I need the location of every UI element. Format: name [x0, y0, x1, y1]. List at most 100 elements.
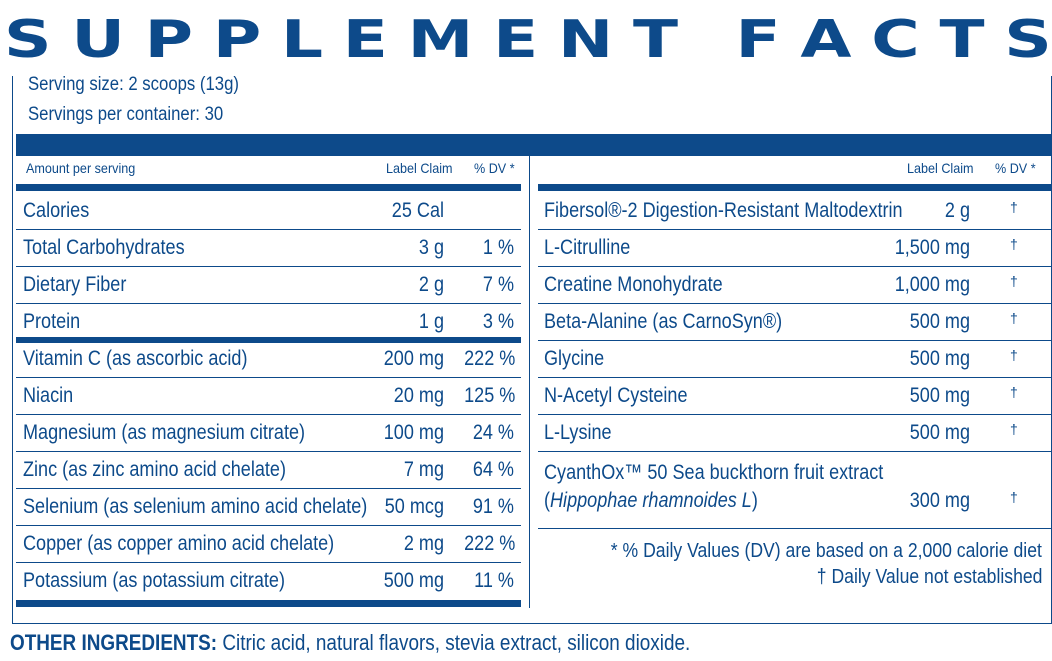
nutrient-name: Calories: [23, 199, 90, 222]
daily-value: †: [1010, 273, 1018, 289]
ingredient-name: N-Acetyl Cysteine: [544, 384, 688, 407]
other-ingredients: OTHER INGREDIENTS: Citric acid, natural …: [10, 630, 690, 656]
ingredient-name: Glycine: [544, 347, 605, 370]
row-rule: [16, 525, 521, 526]
daily-value: 125 %: [464, 384, 516, 407]
label-claim: 50 mcg: [384, 495, 444, 518]
nutrient-name: Total Carbohydrates: [23, 236, 185, 259]
label-claim: 7 mg: [403, 458, 444, 481]
header-bar: [16, 134, 1051, 156]
row-rule: [538, 414, 1051, 415]
cyanthox-name-line2: (Hippophae rhamnoides L): [544, 489, 758, 512]
nutrient-name: Selenium (as selenium amino acid chelate…: [23, 495, 368, 518]
table-row: Dietary Fiber 2 g 7 %: [16, 266, 521, 303]
table-row: Glycine 500 mg †: [538, 340, 1051, 377]
title-letter: A: [800, 9, 852, 70]
title-letter: F: [735, 9, 781, 70]
daily-value: †: [1010, 199, 1018, 215]
cyanthox-name-line1: CyanthOx™ 50 Sea buckthorn fruit extract: [544, 461, 884, 484]
daily-value: †: [1010, 347, 1018, 363]
table-row: Zinc (as zinc amino acid chelate) 7 mg 64 …: [16, 451, 521, 488]
ingredient-name: Fibersol®-2 Digestion-Resistant Maltodex…: [544, 199, 903, 222]
label-claim: 3 g: [418, 236, 444, 259]
row-rule: [538, 266, 1051, 267]
label-claim: 1,500 mg: [894, 236, 970, 259]
other-ingredients-label: OTHER INGREDIENTS:: [10, 630, 218, 655]
nutrient-name: Magnesium (as magnesium citrate): [23, 421, 306, 444]
daily-value: 222 %: [464, 347, 516, 370]
nutrient-name: Niacin: [23, 384, 74, 407]
title-letter: P: [212, 9, 262, 70]
table-row: Calories 25 Cal: [16, 192, 521, 229]
daily-value: 3 %: [482, 310, 514, 333]
daily-value: 222 %: [464, 532, 516, 555]
row-rule: [16, 451, 521, 452]
header-label-claim-right: Label Claim: [907, 160, 974, 176]
header-dv: % DV *: [474, 160, 515, 176]
label-claim: 500 mg: [909, 310, 970, 333]
title-letter: N: [557, 9, 614, 70]
cyanthox-dv: †: [1010, 489, 1018, 505]
column-divider: [529, 156, 530, 608]
nutrient-name: Copper (as copper amino acid chelate): [23, 532, 335, 555]
nutrient-name: Dietary Fiber: [23, 273, 127, 296]
daily-value: 1 %: [482, 236, 514, 259]
nutrient-name: Vitamin C (as ascorbic acid): [23, 347, 248, 370]
ingredient-name: L-Citrulline: [544, 236, 631, 259]
label-claim: 100 mg: [383, 421, 444, 444]
other-ingredients-text: Citric acid, natural flavors, stevia ext…: [217, 630, 691, 655]
label-claim: 20 mg: [393, 384, 444, 407]
label-claim: 200 mg: [383, 347, 444, 370]
label-claim: 1 g: [418, 310, 444, 333]
table-row: Magnesium (as magnesium citrate) 100 mg 24…: [16, 414, 521, 451]
title-letter: L: [280, 9, 324, 70]
title-letter: M: [407, 9, 474, 70]
table-row: Creatine Monohydrate 1,000 mg †: [538, 266, 1051, 303]
daily-value: 7 %: [482, 273, 514, 296]
header-dv-right: % DV *: [995, 160, 1036, 176]
row-rule: [16, 562, 521, 563]
right-header-rule: [538, 184, 1051, 191]
table-row: N-Acetyl Cysteine 500 mg †: [538, 377, 1051, 414]
title-letter: S: [4, 9, 52, 70]
title-letter: U: [71, 9, 125, 70]
daily-value: 24 %: [472, 421, 514, 444]
table-row: Vitamin C (as ascorbic acid) 200 mg 222 %: [16, 340, 521, 377]
row-rule: [16, 229, 521, 230]
daily-value: 11 %: [474, 569, 514, 592]
label-claim: 500 mg: [909, 347, 970, 370]
ingredient-name: Beta-Alanine (as CarnoSyn®): [544, 310, 783, 333]
nutrient-name: Zinc (as zinc amino acid chelate): [23, 458, 286, 481]
row-rule: [16, 303, 521, 304]
header-label-claim: Label Claim: [386, 160, 453, 176]
row-rule: [538, 528, 1051, 529]
table-row: Protein 1 g 3 %: [16, 303, 521, 340]
daily-value: 91 %: [472, 495, 514, 518]
left-bottom-rule: [16, 600, 521, 607]
cyanthox-claim: 300 mg: [909, 489, 970, 512]
servings-per-container: Servings per container: 30: [28, 104, 224, 125]
nutrient-name: Protein: [23, 310, 81, 333]
daily-value: †: [1010, 310, 1018, 326]
ingredient-name: L-Lysine: [544, 421, 612, 444]
dagger-footnote: † Daily Value not established: [816, 566, 1042, 588]
table-row: Fibersol®-2 Digestion-Resistant Maltodex…: [538, 192, 1051, 229]
row-rule: [538, 340, 1051, 341]
row-rule: [538, 303, 1051, 304]
table-row: Total Carbohydrates 3 g 1 %: [16, 229, 521, 266]
dv-footnote: * % Daily Values (DV) are based on a 2,0…: [610, 540, 1042, 562]
table-row: Selenium (as selenium amino acid chelate…: [16, 488, 521, 525]
row-rule: [538, 377, 1051, 378]
table-row: L-Citrulline 1,500 mg †: [538, 229, 1051, 266]
nutrient-name: Potassium (as potassium citrate): [23, 569, 285, 592]
left-header-rule: [16, 184, 521, 191]
title-letter: C: [871, 9, 920, 70]
table-row-cyanthox: CyanthOx™ 50 Sea buckthorn fruit extract…: [538, 454, 1051, 528]
table-row: L-Lysine 500 mg †: [538, 414, 1051, 451]
daily-value: †: [1010, 421, 1018, 437]
label-claim: 2 g: [944, 199, 970, 222]
row-rule: [538, 229, 1051, 230]
daily-value: †: [1010, 384, 1018, 400]
daily-value: 64 %: [472, 458, 514, 481]
